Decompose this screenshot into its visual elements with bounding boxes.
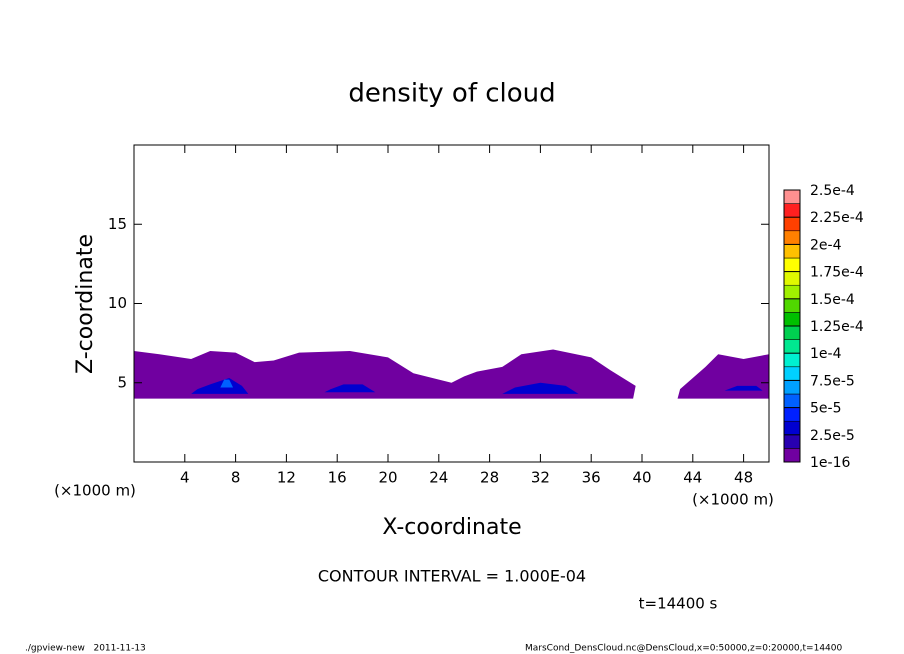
colorbar-label: 1.75e-4	[810, 265, 864, 281]
colorbar-box	[783, 271, 801, 286]
colorbar-box	[783, 298, 801, 313]
x-unit-label: (×1000 m)	[54, 482, 136, 500]
x-tick-label: 12	[277, 469, 296, 487]
plot-frame	[133, 144, 770, 463]
colorbar-frame	[783, 189, 801, 463]
contour-region	[134, 349, 636, 399]
x-axis-label: X-coordinate	[382, 515, 521, 540]
contour-region	[324, 384, 376, 393]
chart-title: density of cloud	[348, 79, 555, 109]
footer-right: MarsCond_DensCloud.nc@DensCloud,x=0:5000…	[525, 644, 842, 654]
contour-region	[724, 385, 763, 391]
x-tick-label: 16	[328, 469, 347, 487]
colorbar-label: 2.25e-4	[810, 210, 864, 226]
colorbar-label: 2e-4	[810, 237, 842, 253]
contour-interval: CONTOUR INTERVAL = 1.000E-04	[318, 567, 586, 586]
colorbar-label: 7.5e-5	[810, 373, 855, 389]
colorbar-box	[783, 189, 801, 204]
x-tick-label: 48	[734, 469, 753, 487]
x-tick-label: 20	[378, 469, 397, 487]
y-tick-label: 10	[108, 294, 127, 312]
colorbar-label: 1.5e-4	[810, 292, 855, 308]
colorbar-label: 2.5e-5	[810, 428, 855, 444]
colorbar-box	[783, 420, 801, 436]
colorbar-box	[783, 244, 801, 259]
x-tick-label: 40	[632, 469, 651, 487]
colorbar-box	[783, 339, 801, 354]
colorbar-label: 1.25e-4	[810, 319, 864, 335]
x-tick-label: 32	[531, 469, 550, 487]
contour-region	[191, 377, 249, 394]
contour-region	[502, 382, 579, 394]
colorbar-box	[783, 407, 801, 422]
y-tick-label: 15	[108, 215, 127, 233]
x-tick-label: 44	[683, 469, 702, 487]
contour-region	[677, 354, 769, 399]
colorbar-label: 2.5e-4	[810, 183, 855, 199]
colorbar-box	[783, 312, 801, 327]
colorbar-box	[783, 352, 801, 368]
x-tick-label: 36	[582, 469, 601, 487]
time-label: t=14400 s	[639, 595, 718, 613]
x-tick-label: 8	[231, 469, 241, 487]
x-tick-label: 28	[480, 469, 499, 487]
x-tick-label: 24	[429, 469, 448, 487]
colorbar-box	[783, 284, 801, 300]
colorbar-box	[783, 366, 801, 381]
y-tick-label: 5	[117, 373, 127, 391]
colorbar-label: 5e-5	[810, 401, 841, 417]
x-unit-label: (×1000 m)	[692, 491, 774, 509]
x-tick-label: 4	[180, 469, 190, 487]
colorbar-box	[783, 448, 801, 463]
colorbar-label: 1e-16	[810, 455, 850, 471]
colorbar-label: 1e-4	[810, 346, 842, 362]
contour-region	[220, 379, 234, 388]
colorbar-box	[783, 380, 801, 395]
colorbar-box	[783, 216, 801, 232]
colorbar-box	[783, 203, 801, 218]
colorbar-box	[783, 393, 801, 408]
colorbar-box	[783, 434, 801, 449]
colorbar-box	[783, 230, 801, 245]
y-axis-label: Z-coordinate	[73, 234, 98, 374]
footer-left: ./gpview-new 2011-11-13	[25, 644, 146, 654]
colorbar-box	[783, 257, 801, 272]
colorbar-box	[783, 325, 801, 340]
